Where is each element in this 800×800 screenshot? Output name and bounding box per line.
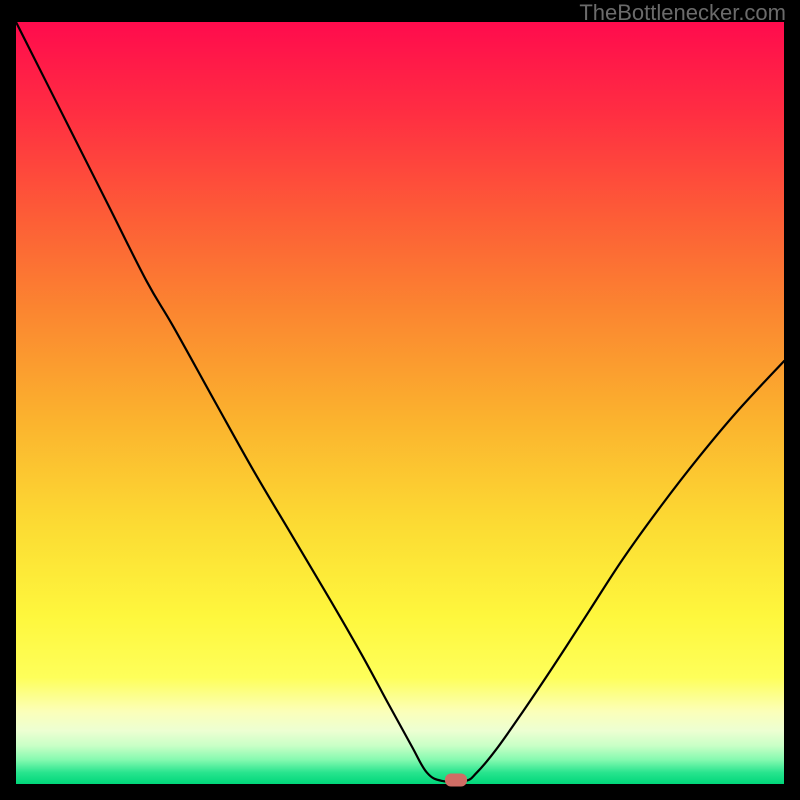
plot-area	[16, 22, 784, 784]
chart-frame: TheBottlenecker.com	[0, 0, 800, 800]
watermark-text: TheBottlenecker.com	[579, 0, 786, 26]
bottleneck-curve	[16, 22, 784, 784]
sweet-spot-marker	[445, 773, 467, 786]
